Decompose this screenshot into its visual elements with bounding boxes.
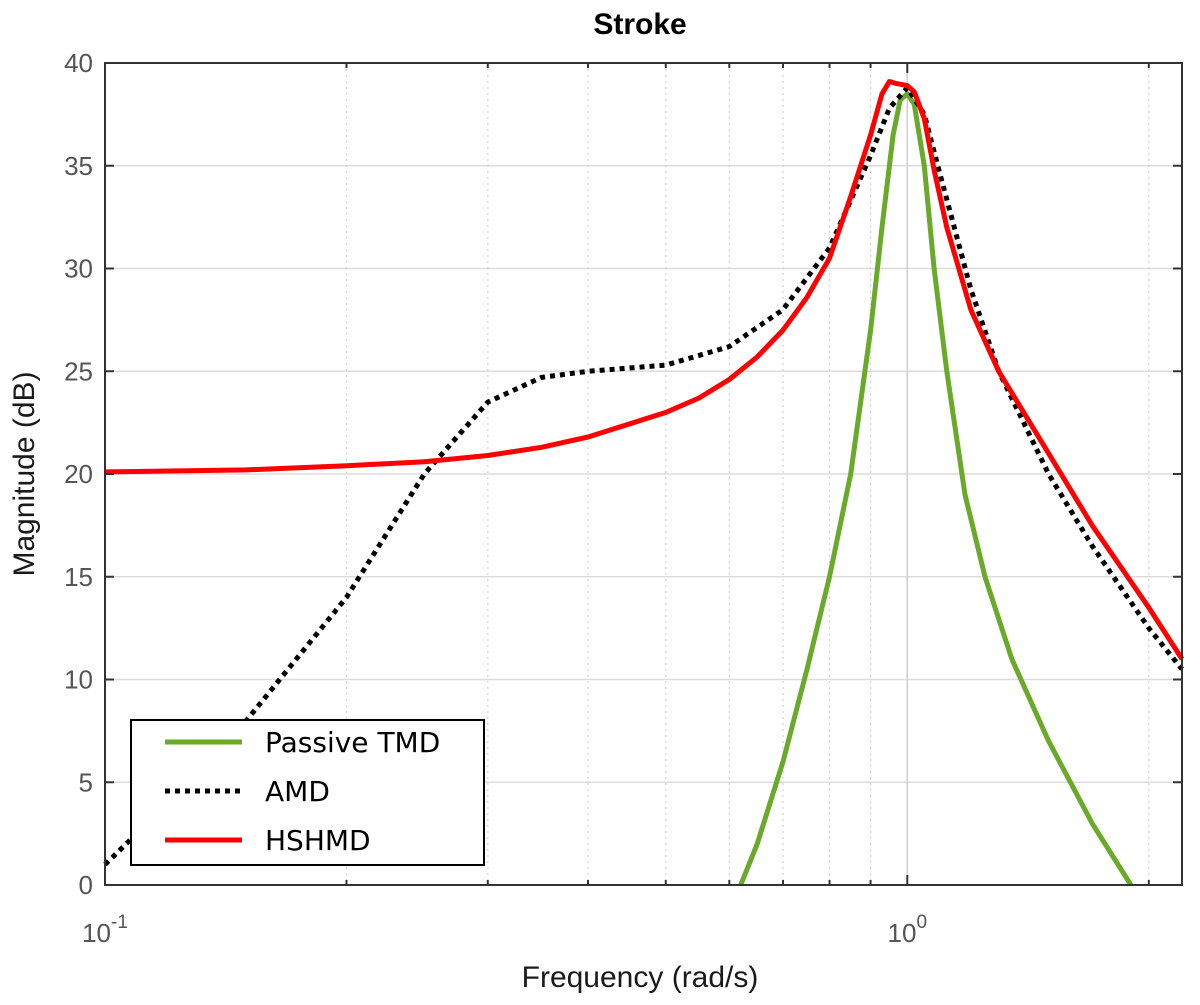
legend: Passive TMD AMD HSHMD [130,719,485,866]
y-tick-label: 5 [79,767,93,797]
series-passive-tmd-line [738,91,1134,887]
y-axis-label: Magnitude (dB) [8,371,41,576]
y-tick-label: 40 [64,48,93,78]
x-axis-label: Frequency (rad/s) [522,961,759,994]
y-tick-label: 15 [64,562,93,592]
y-tick-label: 30 [64,254,93,284]
y-tick-label: 10 [64,665,93,695]
series-amd-legend-label: AMD [265,775,330,808]
x-tick-label: 100 [888,912,928,948]
series-hshmd-legend-label: HSHMD [265,824,371,857]
y-tick-label: 0 [79,870,93,900]
y-tick-label: 35 [64,151,93,181]
y-tick-label: 25 [64,356,93,386]
x-tick-label: 10-1 [82,912,128,948]
series-amd-line [103,85,1184,867]
series-layer [103,79,1185,887]
x-tick-label-exponent: 0 [916,912,927,933]
x-tick-label-base: 10 [888,918,917,948]
x-tick-label-exponent: -1 [111,912,128,933]
chart-title: Stroke [593,8,686,41]
y-tick-label: 20 [64,459,93,489]
axes [104,62,1183,886]
series-passive-tmd-legend-label: Passive TMD [265,726,440,759]
x-tick-label-base: 10 [82,918,111,948]
series-hshmd-line [104,79,1185,661]
